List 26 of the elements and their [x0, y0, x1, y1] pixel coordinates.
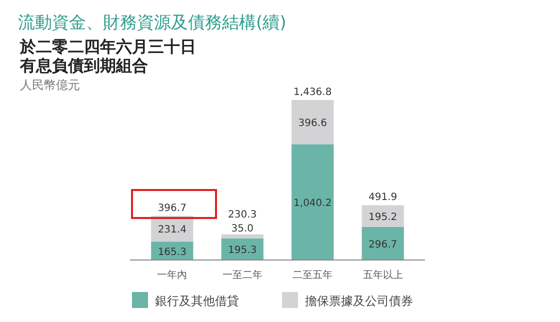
legend-label: 銀行及其他借貸: [155, 294, 239, 308]
x-tick-label: 一年內: [157, 269, 188, 281]
bar: [362, 205, 404, 227]
y-axis-title: 人民幣億元: [20, 78, 80, 92]
bar: [292, 100, 334, 144]
data-label: 195.2: [368, 212, 398, 224]
data-label: 231.4: [158, 224, 186, 236]
data-label: 1,040.2: [294, 198, 332, 210]
chart-subtitle: 於二零二四年六月三十日有息負債到期組合: [19, 37, 196, 75]
total-label: 491.9: [368, 192, 398, 204]
data-label: 296.7: [368, 239, 398, 250]
total-label: 230.3: [228, 209, 257, 220]
total-label: 1,436.8: [294, 87, 332, 98]
data-label: 35.0: [231, 223, 254, 234]
data-label: 165.3: [158, 246, 186, 258]
bar: [362, 226, 404, 260]
x-tick-label: 二至五年: [292, 269, 333, 281]
total-label: 396.7: [158, 202, 186, 214]
data-label: 195.3: [228, 245, 257, 256]
chart-title: 流動資金、財務資源及債務結構(續): [18, 13, 286, 33]
legend-label: 擔保票據及公司債券: [305, 294, 413, 308]
x-tick-label: 五年以上: [362, 269, 403, 281]
data-label: 396.6: [298, 118, 327, 130]
bar: [292, 144, 334, 260]
bar: [221, 234, 264, 238]
x-tick-label: 一至二年: [222, 269, 262, 281]
